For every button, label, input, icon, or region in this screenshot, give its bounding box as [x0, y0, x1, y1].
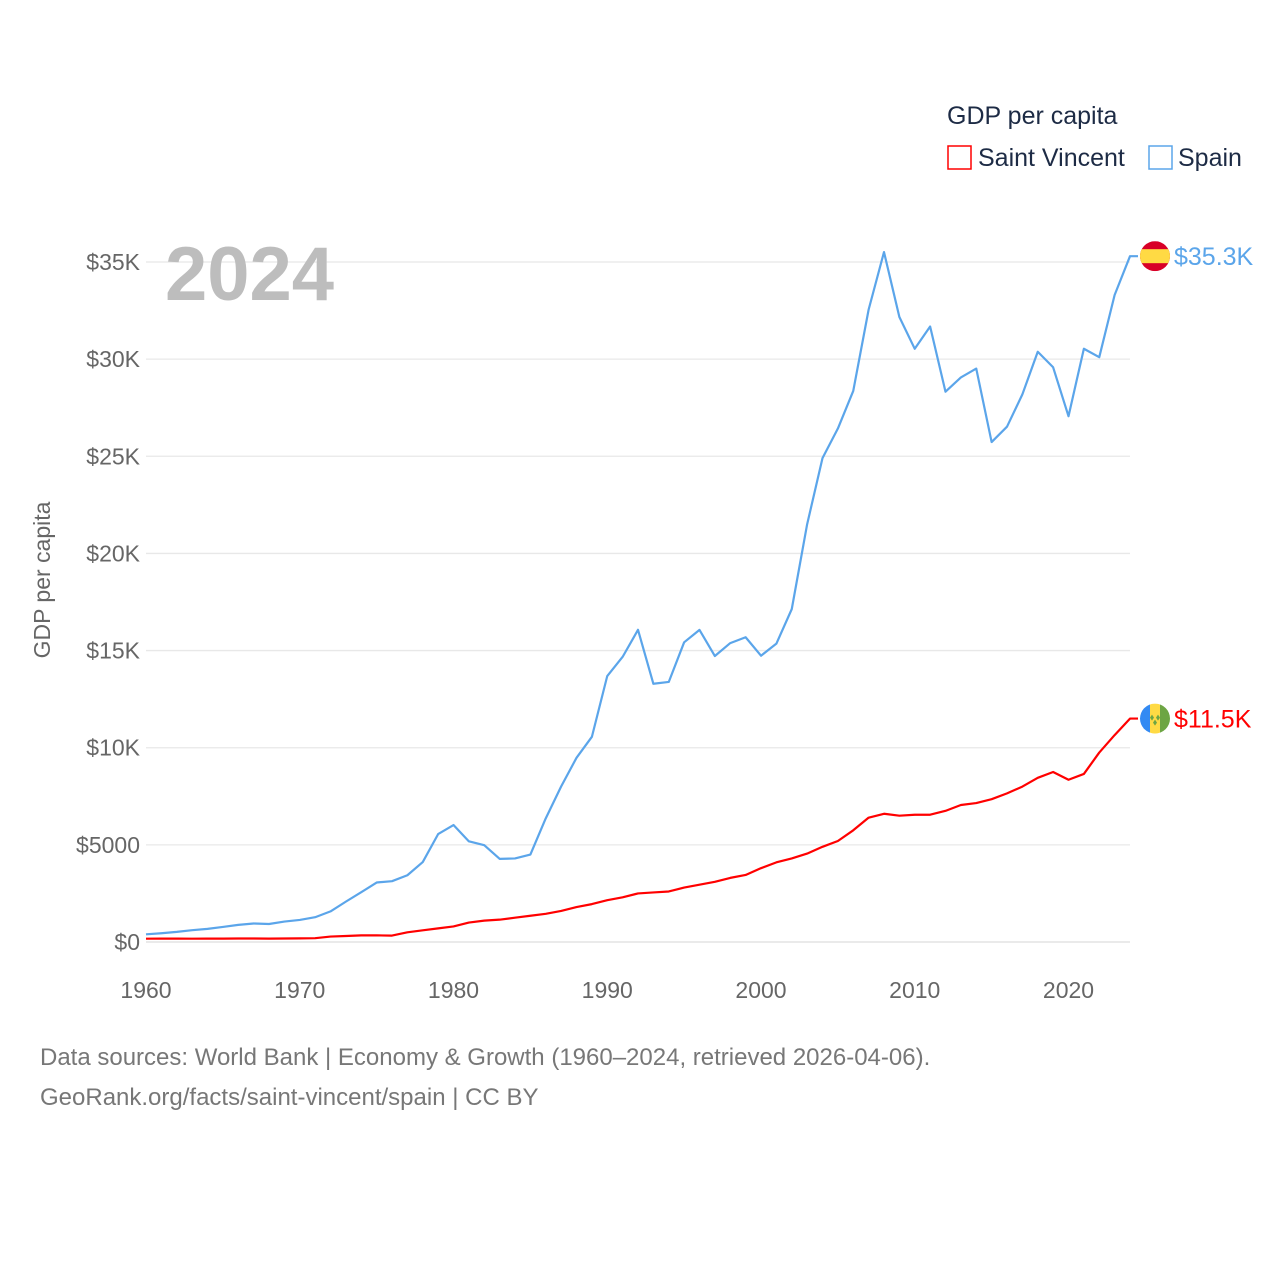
y-tick-label: $30K: [86, 346, 140, 372]
x-tick-label: 1970: [274, 977, 325, 1003]
flag-body: [1140, 703, 1170, 734]
x-tick-label: 1960: [120, 977, 171, 1003]
y-axis: $0 $5000 $10K $15K $20K $25K $30K $35K: [76, 249, 141, 955]
flag-diamond: [1156, 714, 1160, 721]
flag-green: [1160, 703, 1170, 734]
series-line-saint-vincent: [145, 717, 1138, 940]
end-labels: $11.5K $35.3K: [1140, 241, 1254, 734]
footer-attribution: GeoRank.org/facts/saint-vincent/spain | …: [40, 1084, 539, 1111]
y-tick-label: $5000: [76, 832, 140, 858]
x-tick-label: 2010: [889, 977, 940, 1003]
year-label: 2024: [165, 232, 334, 317]
x-tick-label: 1990: [582, 977, 633, 1003]
legend-item-saint-vincent[interactable]: Saint Vincent: [947, 144, 1125, 172]
legend-swatch-saint-vincent: [947, 145, 972, 170]
y-tick-label: $10K: [86, 735, 140, 761]
series-line-spain: [145, 250, 1138, 936]
x-tick-label: 2000: [735, 977, 786, 1003]
flag-yellow: [1140, 249, 1170, 264]
y-tick-label: $25K: [86, 443, 140, 469]
x-tick-label: 1980: [428, 977, 479, 1003]
legend-title: GDP per capita: [947, 102, 1118, 130]
gridlines: [146, 261, 1130, 943]
x-axis: 1960 1970 1980 1990 2000 2010 2020: [120, 977, 1094, 1003]
y-tick-label: $0: [114, 929, 140, 955]
flag-body: [1140, 241, 1170, 272]
legend-label-saint-vincent: Saint Vincent: [978, 144, 1125, 172]
flag-diamond: [1153, 719, 1157, 726]
footer-sources: Data sources: World Bank | Economy & Gro…: [40, 1044, 931, 1071]
flag-blue: [1140, 703, 1150, 734]
y-axis-label: GDP per capita: [29, 501, 55, 658]
flag-saint-vincent-icon: [1140, 703, 1170, 734]
flag-diamond: [1150, 714, 1154, 721]
series-lines: [145, 250, 1138, 940]
end-label-spain: $35.3K: [1174, 243, 1254, 271]
y-tick-label: $20K: [86, 540, 140, 566]
legend-label-spain: Spain: [1178, 144, 1242, 172]
y-tick-label: $35K: [86, 249, 140, 275]
flag-yellow: [1150, 703, 1160, 734]
legend-swatch-spain: [1148, 145, 1173, 170]
y-tick-label: $15K: [86, 638, 140, 664]
end-label-saint-vincent: $11.5K: [1174, 706, 1252, 734]
flag-spain-icon: [1140, 241, 1170, 272]
legend-item-spain[interactable]: Spain: [1148, 144, 1242, 172]
x-tick-label: 2020: [1043, 977, 1094, 1003]
